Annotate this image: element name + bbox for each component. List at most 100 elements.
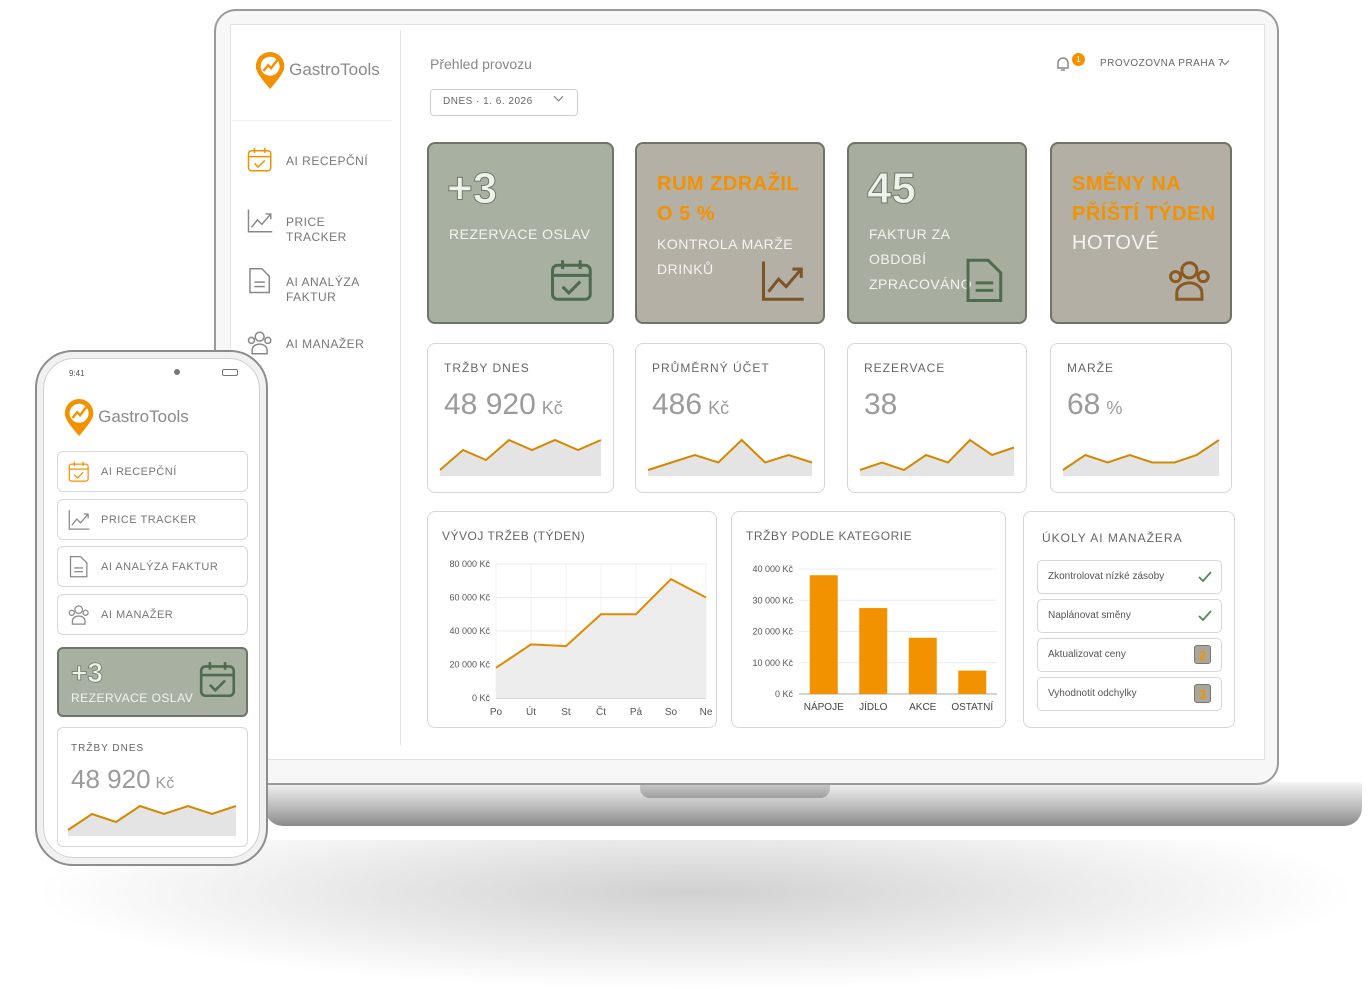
y-tick-label: 80 000 Kč [449,559,490,569]
shadow [30,840,1360,990]
x-tick-label: Čt [596,705,606,718]
nav-item-box[interactable]: PRICE TRACKER [57,499,248,540]
icon-part [82,609,89,616]
icon-part [792,267,803,278]
icon-part [69,556,88,578]
sparkline-area [68,806,236,836]
kpi-value-row: 486 Kč [652,388,729,422]
task-row[interactable]: Vyhodnotit odchylky 3 [1037,677,1222,711]
icon [762,261,804,301]
icon-part [1198,610,1212,622]
bar [809,575,838,694]
chart-card: VÝVOJ TRŽEB (TÝDEN) 0 Kč 20 000 Kč 40 000 K… [427,511,717,728]
nav-item-box[interactable]: AI ANALÝZA FAKTUR [57,546,248,587]
highlight-card[interactable]: SMĚNY NA PŘÍŠTÍ TÝDEN HOTOVÉ [1050,142,1232,324]
location[interactable]: PROVOZOVNA PRAHA 7 [1100,58,1225,69]
date-picker[interactable]: DNES · 1. 6. 2026 [430,89,578,116]
y-tick-label: 40 000 Kč [752,564,793,574]
sparkline-line [859,438,1015,472]
y-tick-label: 40 000 Kč [449,626,490,636]
logo-arrow [262,58,279,72]
icon [247,209,273,233]
task-row[interactable]: Aktualizovat ceny 2 [1037,638,1222,672]
icon [551,260,592,301]
icon-part [83,513,89,519]
bar [958,670,987,694]
notification-badge[interactable]: 1 [1072,53,1085,66]
highlight-figure: +3 [71,657,104,689]
kpi-label: TRŽBY DNES [71,743,145,754]
nav-item[interactable]: AI RECEPČNÍ [286,154,369,168]
nav-item-box[interactable]: AI RECEPČNÍ [57,451,248,492]
icon-part [74,605,84,615]
icon-part [249,268,271,294]
icon-part [73,471,84,479]
icon-part [561,280,582,296]
sparkline-area [440,440,601,476]
icon-part [762,261,804,301]
icon [247,147,272,172]
task-text: Aktualizovat ceny [1048,649,1126,660]
chart-title: VÝVOJ TRŽEB (TÝDEN) [442,529,586,543]
highlight-card[interactable]: 45 FAKTUR ZA OBDOBÍ ZPRACOVÁNO [847,142,1027,324]
sparkline-area [1063,440,1219,476]
highlight-card[interactable]: +3 REZERVACE OSLAV [427,142,614,324]
nav-item: AI RECEPČNÍ [101,466,177,478]
task-text: Naplánovat směny [1048,610,1131,621]
sparkline [67,804,237,836]
icon [68,461,89,482]
x-tick-label: Ne [700,707,713,718]
nav-item-box[interactable]: AI MANAŽER [57,594,248,635]
highlight-figure: 45 [867,164,917,214]
chart-card: ÚKOLY AI MANAŽERA Zkontrolovat nízké záso… [1023,511,1235,728]
kpi-value-row: 48 920 Kč [71,764,174,795]
nav-item[interactable]: AI MANAŽER [286,337,365,351]
icon-part [199,665,236,698]
kpi-value: 486 [652,388,703,421]
highlight-headline: SMĚNY NA PŘÍŠTÍ TÝDEN [1072,173,1216,225]
icon-part [71,513,89,526]
kpi-value-row: 48 920 Kč [444,388,563,422]
highlight-card[interactable]: RUM ZDRAŽIL O 5 % KONTROLA MARŽE DRINKŮ [635,142,825,324]
x-tick-label: Út [526,705,536,718]
icon-part [247,336,256,345]
kpi-card: MARŽE 68% [1050,343,1232,493]
icon-part [247,149,272,172]
icon-part [1169,270,1183,284]
kpi-label: MARŽE [1067,361,1114,375]
chart: 0 Kč 20 000 Kč 40 000 Kč 60 000 Kč 80 000 Kč… [449,559,713,718]
kpi-value: 38 [864,388,898,421]
nav-item[interactable]: PRICE TRACKER [286,215,347,244]
highlight-caption: KONTROLA MARŽE DRINKŮ [657,236,794,277]
highlight-card[interactable]: +3 REZERVACE OSLAV [57,647,248,717]
sparkline [439,438,602,476]
y-tick-label: 10 000 Kč [752,658,793,668]
task-row[interactable]: Zkontrolovat nízké zásoby [1037,560,1222,594]
laptop-notch [640,782,830,798]
nav-item[interactable]: AI ANALÝZA FAKTUR [286,275,360,304]
highlight-caption: HOTOVÉ [1072,232,1160,254]
kpi-label: PRŮMĚRNÝ ÚČET [652,361,770,375]
kpi-value: 68 [1067,388,1101,421]
sidebar-rule [232,120,392,121]
highlight-caption: REZERVACE OSLAV [71,691,194,705]
y-tick-label: 20 000 Kč [752,627,793,637]
sidebar-divider [400,30,401,745]
sparkline-line [67,804,237,831]
brand-name: GastroTools [289,59,380,79]
logo-arrow [71,405,88,419]
icon-part [1180,261,1199,280]
task-badge: 3 [1194,684,1211,703]
icon [199,662,236,698]
sparkline-line [1062,439,1220,471]
x-tick-label: So [665,707,678,718]
task-row[interactable]: Naplánovat směny [1037,599,1222,633]
bell-icon [1057,57,1069,71]
brand-name: GastroTools [98,406,189,426]
kpi-label: REZERVACE [864,361,946,375]
chart: 0 Kč 10 000 Kč 20 000 Kč 30 000 Kč 40 000 Kč… [752,564,997,713]
icon-part [68,463,89,482]
kpi-card: TRŽBY DNES 48 920 Kč [57,727,248,847]
logo-mark [255,52,285,90]
icon-part [264,336,272,345]
